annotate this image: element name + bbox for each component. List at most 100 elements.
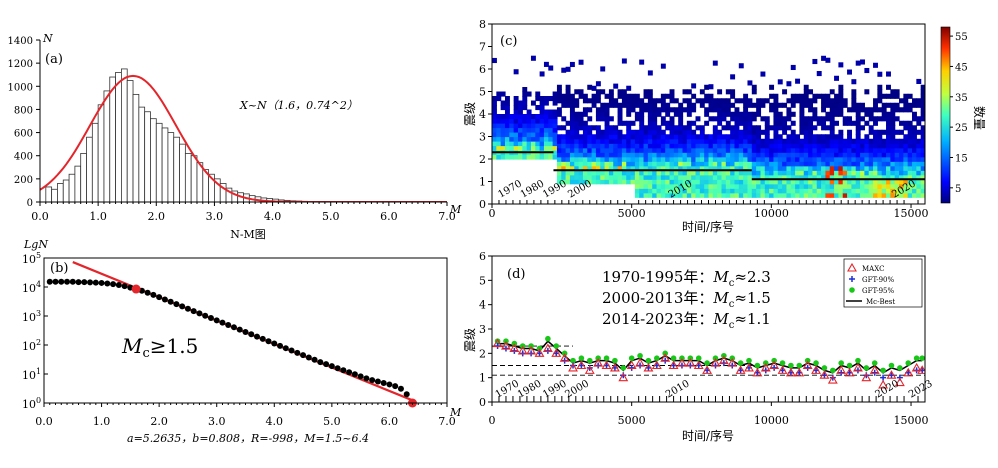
- heatmap-cell: [734, 152, 739, 157]
- scatter-point: [214, 317, 220, 323]
- heatmap-cell: [522, 96, 527, 101]
- heatmap-cell: [514, 141, 519, 146]
- heatmap-cell: [570, 103, 575, 108]
- heatmap-cell: [553, 146, 558, 151]
- heatmap-cell: [700, 130, 705, 135]
- heatmap-cell: [691, 175, 696, 180]
- heatmap-cell: [626, 157, 631, 162]
- heatmap-cell: [544, 110, 549, 115]
- heatmap-cell: [903, 121, 908, 126]
- heatmap-cell: [721, 157, 726, 162]
- heatmap-cell: [535, 123, 540, 128]
- heatmap-cell: [622, 157, 627, 162]
- heatmap-cell: [804, 184, 809, 189]
- heatmap-cell: [574, 98, 579, 103]
- heatmap-cell: [670, 94, 675, 99]
- heatmap-cell: [860, 116, 865, 121]
- heatmap-cell: [730, 148, 735, 153]
- heatmap-cell: [704, 85, 709, 90]
- heatmap-cell: [864, 152, 869, 157]
- heatmap-cell: [553, 96, 558, 101]
- heatmap-cell: [747, 103, 752, 108]
- heatmap-cell: [496, 132, 501, 137]
- heatmap-cell: [825, 98, 830, 103]
- heatmap-cell: [817, 166, 822, 171]
- heatmap-cell: [765, 130, 770, 135]
- heatmap-cell: [492, 141, 497, 146]
- heatmap-cell: [566, 161, 571, 166]
- heatmap-cell: [713, 193, 718, 198]
- heatmap-cell: [804, 188, 809, 193]
- scatter-point: [231, 324, 237, 330]
- heatmap-cell: [652, 116, 657, 121]
- heatmap-cell: [613, 125, 618, 130]
- heatmap-cell: [600, 143, 605, 148]
- heatmap-cell: [760, 103, 765, 108]
- heatmap-cell: [912, 161, 917, 166]
- heatmap-cell: [661, 139, 666, 144]
- heatmap-cell: [674, 175, 679, 180]
- scatter-point: [294, 350, 300, 356]
- heatmap-cell: [574, 121, 579, 126]
- heatmap-cell: [795, 152, 800, 157]
- heatmap-cell: [908, 121, 913, 126]
- scatter-point: [386, 381, 392, 387]
- heatmap-cell: [592, 143, 597, 148]
- heatmap-cell: [856, 134, 861, 139]
- heatmap-cell: [752, 89, 757, 94]
- heatmap-cell: [912, 98, 917, 103]
- heatmap-cell: [812, 107, 817, 112]
- heatmap-cell: [600, 107, 605, 112]
- heatmap-cell: [726, 148, 731, 153]
- heatmap-cell: [799, 184, 804, 189]
- heatmap-cell: [605, 139, 610, 144]
- heatmap-cell: [721, 179, 726, 184]
- heatmap-cell: [721, 103, 726, 108]
- heatmap-cell: [760, 188, 765, 193]
- heatmap-cell: [657, 179, 662, 184]
- heatmap-cell: [786, 170, 791, 175]
- heatmap-cell: [860, 193, 865, 198]
- heatmap-cell: [544, 114, 549, 119]
- gft95-point: [914, 355, 920, 361]
- heatmap-cell: [639, 121, 644, 126]
- heatmap-cell: [747, 152, 752, 157]
- heatmap-cell: [760, 152, 765, 157]
- heatmap-cell: [877, 166, 882, 171]
- heatmap-cell: [812, 170, 817, 175]
- gft95-point: [919, 355, 925, 361]
- heatmap-cell: [514, 123, 519, 128]
- heatmap-cell: [812, 188, 817, 193]
- heatmap-cell: [622, 152, 627, 157]
- heatmap-cell: [657, 157, 662, 162]
- heatmap-cell: [670, 179, 675, 184]
- scatter-point: [179, 303, 185, 309]
- heatmap-cell: [644, 193, 649, 198]
- x-tick-label: 0.0: [31, 210, 49, 223]
- heatmap-cell: [851, 79, 856, 84]
- heatmap-cell: [834, 112, 839, 117]
- x-tick-label: 0.0: [35, 415, 53, 428]
- heatmap-cell: [501, 141, 506, 146]
- heatmap-cell: [808, 130, 813, 135]
- heatmap-cell: [639, 103, 644, 108]
- heatmap-cell: [734, 193, 739, 198]
- heatmap-cell: [916, 193, 921, 198]
- heatmap-cell: [782, 130, 787, 135]
- y-axis-label: 震级: [463, 328, 477, 352]
- x-tick-label: 5000: [618, 414, 646, 427]
- heatmap-cell: [596, 161, 601, 166]
- heatmap-cell: [535, 146, 540, 151]
- heatmap-cell: [860, 152, 865, 157]
- heatmap-cell: [713, 157, 718, 162]
- heatmap-cell: [639, 139, 644, 144]
- heatmap-cell: [799, 139, 804, 144]
- heatmap-cell: [899, 157, 904, 162]
- heatmap-cell: [847, 170, 852, 175]
- heatmap-cell: [821, 152, 826, 157]
- heatmap-cell: [596, 94, 601, 99]
- heatmap-cell: [895, 161, 900, 166]
- heatmap-cell: [527, 110, 532, 115]
- heatmap-cell: [838, 94, 843, 99]
- heatmap-cell: [843, 116, 848, 121]
